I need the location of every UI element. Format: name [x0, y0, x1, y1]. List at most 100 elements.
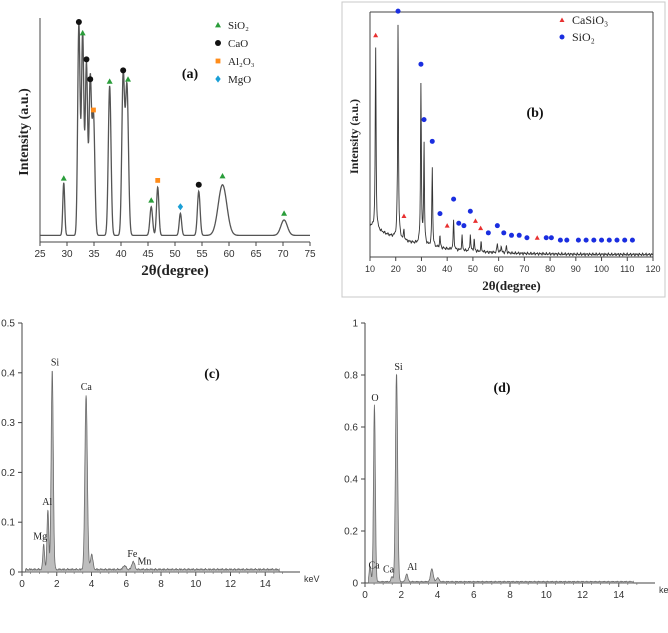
peak-marker	[516, 232, 522, 238]
x-tick-label: 0	[362, 590, 368, 601]
x-tick-label: 75	[304, 249, 316, 260]
y-axis-label: Intensity (a.u.)	[347, 99, 361, 174]
x-tick-label: 80	[545, 264, 555, 274]
peak-marker	[451, 196, 457, 202]
x-tick-label: 40	[115, 249, 127, 260]
peak-marker	[614, 237, 620, 243]
peak-marker	[444, 223, 450, 228]
x-tick-label: 2	[398, 590, 404, 601]
peak-marker	[472, 218, 478, 223]
peak-marker	[456, 220, 462, 226]
x-tick-label: 35	[88, 249, 100, 260]
x-tick-label: 10	[541, 590, 553, 601]
x-tick-label: 10	[190, 579, 202, 590]
peak-marker	[83, 56, 90, 63]
x-axis-label: keV	[659, 585, 668, 595]
x-tick-label: 4	[435, 590, 441, 601]
legend-label: Al₂O₃	[228, 56, 255, 68]
peak-marker	[421, 117, 427, 123]
peak-marker	[599, 237, 605, 243]
peak-marker	[87, 76, 94, 83]
panel-label: (d)	[493, 381, 510, 396]
peak-marker	[120, 67, 127, 74]
peak-marker	[106, 78, 113, 84]
x-tick-label: 110	[620, 264, 634, 274]
x-tick-label: 65	[250, 249, 262, 260]
x-tick-label: 55	[196, 249, 208, 260]
peak-marker	[583, 237, 589, 243]
y-tick-label: 0	[9, 568, 15, 579]
peak-marker	[494, 223, 500, 229]
peak-marker	[485, 230, 491, 236]
x-tick-label: 12	[577, 590, 589, 601]
peak-marker	[534, 235, 540, 240]
peak-marker	[125, 76, 132, 82]
legend-label: MgO	[228, 74, 251, 86]
element-label: Ca	[81, 382, 93, 393]
y-tick-label: 0.2	[1, 468, 15, 479]
peak-marker	[467, 208, 473, 214]
x-tick-label: 8	[507, 590, 513, 601]
element-label: O	[371, 393, 378, 404]
x-tick-label: 8	[158, 579, 164, 590]
y-axis-label: Intensity (a.u.)	[17, 88, 32, 176]
x-tick-label: 14	[613, 590, 625, 601]
legend-symbol	[215, 22, 221, 28]
peak-marker	[429, 138, 435, 144]
x-tick-label: 90	[571, 264, 581, 274]
eds-panel-c: 0 0.1 0.2 0.3 0.4 0.5 0 2 4 6 8 10 12 14 keV Mg Al Si Ca Fe…	[1, 319, 319, 591]
x-tick-label: 100	[594, 264, 609, 274]
panel-label: (a)	[182, 67, 199, 82]
x-tick-label: 120	[645, 264, 660, 274]
peak-marker	[629, 237, 635, 243]
peak-marker	[177, 203, 184, 211]
legend-symbol	[559, 17, 565, 22]
peak-marker	[195, 181, 202, 188]
x-axis-label: 2θ(degree)	[141, 263, 209, 279]
element-label: Mg	[33, 532, 47, 543]
x-axis-label: 2θ(degree)	[482, 278, 541, 293]
x-tick-label: 60	[494, 264, 504, 274]
eds-spectrum	[368, 373, 634, 584]
y-tick-label: 0.5	[1, 319, 15, 330]
element-label: Fe	[127, 549, 138, 560]
y-tick-label: 0.2	[344, 527, 358, 538]
peak-marker	[79, 30, 86, 36]
element-label: Si	[51, 357, 60, 368]
element-label: Ca	[369, 561, 381, 572]
x-tick-label: 10	[365, 264, 375, 274]
x-axis-label: keV	[304, 574, 320, 584]
legend-label: SiO₂	[228, 20, 249, 32]
element-label: Mn	[138, 557, 152, 568]
peak-marker	[75, 19, 82, 25]
y-tick-label: 0.3	[1, 418, 15, 429]
x-tick-label: 45	[142, 249, 154, 260]
x-tick-label: 6	[471, 590, 477, 601]
panel-label: (b)	[526, 106, 543, 121]
peak-marker	[564, 237, 570, 243]
x-tick-label: 70	[519, 264, 529, 274]
peak-marker	[591, 237, 597, 243]
legend-symbol	[215, 75, 221, 83]
peak-marker	[91, 107, 96, 113]
legend-symbol	[215, 58, 221, 64]
peak-marker	[606, 237, 612, 243]
x-tick-label: 20	[391, 264, 401, 274]
y-tick-label: 0.4	[1, 368, 15, 379]
legend-symbol	[215, 40, 221, 46]
x-tick-label: 4	[89, 579, 95, 590]
element-label: Ca	[383, 565, 395, 576]
x-tick-label: 2	[54, 579, 60, 590]
peak-marker	[418, 61, 424, 67]
peak-marker	[60, 175, 67, 181]
x-tick-label: 0	[19, 579, 25, 590]
peak-marker	[437, 211, 443, 217]
x-tick-label: 70	[277, 249, 289, 260]
peak-marker	[461, 223, 467, 229]
x-tick-label: 50	[468, 264, 478, 274]
x-tick-label: 6	[123, 579, 129, 590]
panel-label: (c)	[204, 367, 220, 382]
peak-marker	[155, 178, 161, 183]
element-label: Al	[407, 562, 417, 573]
legend-label: CaSiO₃	[572, 13, 608, 27]
